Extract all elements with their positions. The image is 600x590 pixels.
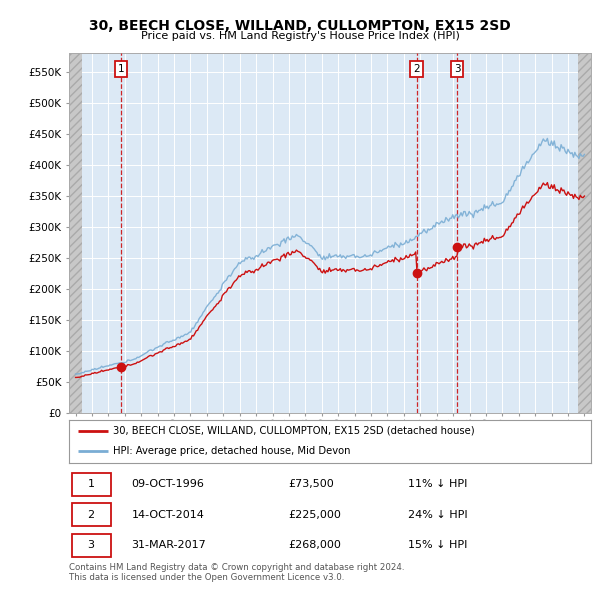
FancyBboxPatch shape (71, 473, 111, 496)
Text: 1: 1 (118, 64, 124, 74)
Bar (578, 53, 591, 413)
Text: £73,500: £73,500 (288, 479, 334, 489)
Text: 3: 3 (88, 540, 95, 550)
FancyBboxPatch shape (71, 503, 111, 526)
Text: 30, BEECH CLOSE, WILLAND, CULLOMPTON, EX15 2SD: 30, BEECH CLOSE, WILLAND, CULLOMPTON, EX… (89, 19, 511, 33)
Bar (69, 53, 82, 413)
FancyBboxPatch shape (71, 534, 111, 557)
Text: HPI: Average price, detached house, Mid Devon: HPI: Average price, detached house, Mid … (113, 446, 351, 456)
Text: 30, BEECH CLOSE, WILLAND, CULLOMPTON, EX15 2SD (detached house): 30, BEECH CLOSE, WILLAND, CULLOMPTON, EX… (113, 426, 475, 436)
Text: 11% ↓ HPI: 11% ↓ HPI (409, 479, 467, 489)
Text: 1: 1 (88, 479, 95, 489)
Text: 2: 2 (413, 64, 420, 74)
Text: Contains HM Land Registry data © Crown copyright and database right 2024.
This d: Contains HM Land Registry data © Crown c… (69, 563, 404, 582)
Text: 24% ↓ HPI: 24% ↓ HPI (409, 510, 468, 520)
Text: 31-MAR-2017: 31-MAR-2017 (131, 540, 206, 550)
Text: 3: 3 (454, 64, 460, 74)
Text: 15% ↓ HPI: 15% ↓ HPI (409, 540, 467, 550)
Text: 14-OCT-2014: 14-OCT-2014 (131, 510, 205, 520)
Text: £225,000: £225,000 (288, 510, 341, 520)
Text: 09-OCT-1996: 09-OCT-1996 (131, 479, 205, 489)
Text: Price paid vs. HM Land Registry's House Price Index (HPI): Price paid vs. HM Land Registry's House … (140, 31, 460, 41)
Text: 2: 2 (88, 510, 95, 520)
Text: £268,000: £268,000 (288, 540, 341, 550)
